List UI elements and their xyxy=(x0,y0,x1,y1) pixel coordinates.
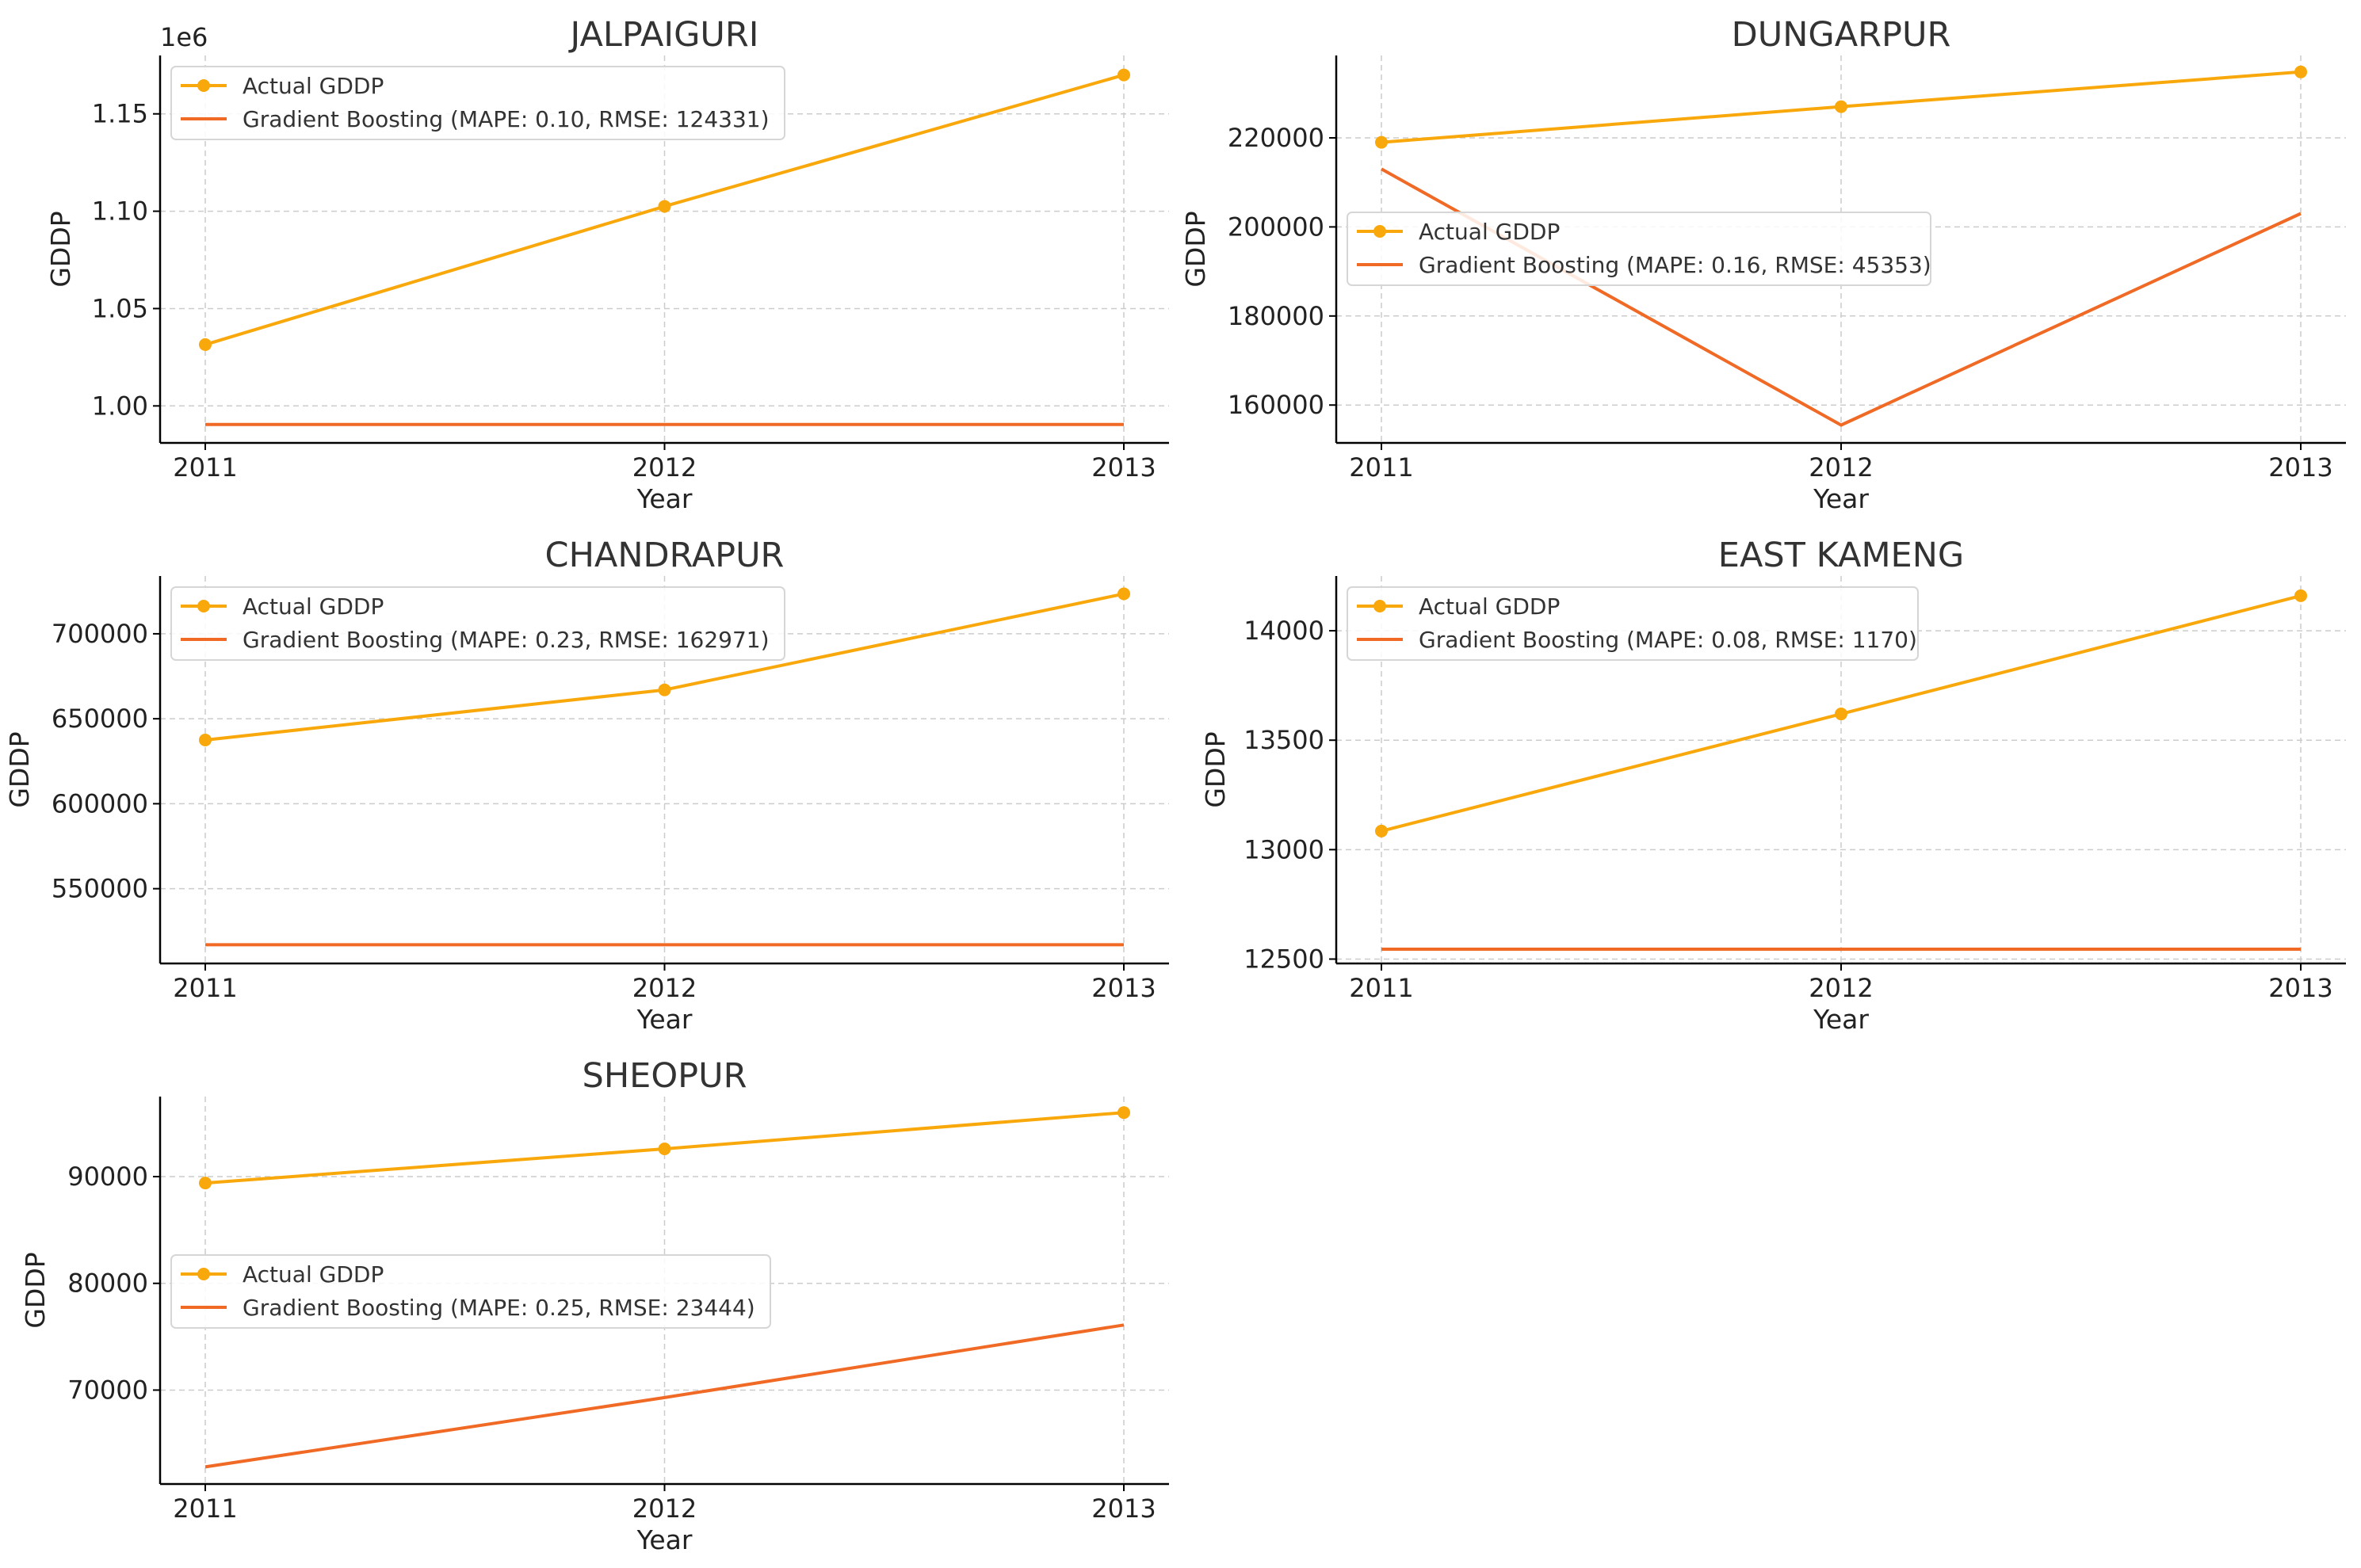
x-axis-label: Year xyxy=(636,483,693,514)
data-point-actual-gddp xyxy=(1835,708,1847,721)
legend-entry: Gradient Boosting (MAPE: 0.25, RMSE: 234… xyxy=(243,1295,755,1321)
legend-entry: Gradient Boosting (MAPE: 0.10, RMSE: 124… xyxy=(243,106,770,132)
subplot-jalpaiguri: 2011 2012 2013 1.00 1.05 1.10 1.15 1e6 JALPAIGUR… xyxy=(45,15,1169,514)
y-axis-label: GDDP xyxy=(4,731,35,807)
legend-entry: Actual GDDP xyxy=(1419,219,1560,245)
x-axis-label: Year xyxy=(636,1524,693,1555)
x-axis-label: Year xyxy=(1813,1004,1869,1035)
legend-marker xyxy=(1373,225,1386,238)
data-point-actual-gddp xyxy=(1375,135,1388,149)
data-point-actual-gddp xyxy=(658,200,671,213)
legend-marker xyxy=(1373,600,1386,612)
y-tick-label: 13000 xyxy=(1244,834,1324,864)
x-axis-label: Year xyxy=(1813,483,1869,514)
y-tick-label: 1.05 xyxy=(92,293,148,323)
y-tick-label: 1.00 xyxy=(92,391,148,421)
data-point-actual-gddp xyxy=(1835,100,1847,113)
y-tick-label: 550000 xyxy=(52,874,148,904)
data-point-actual-gddp xyxy=(1117,68,1130,82)
legend xyxy=(1347,586,1919,661)
y-tick-label: 180000 xyxy=(1228,301,1324,331)
y-tick-label: 700000 xyxy=(52,619,148,649)
x-tick-label: 2011 xyxy=(173,973,237,1003)
y-tick-label: 90000 xyxy=(67,1162,148,1192)
x-tick-label: 2012 xyxy=(1809,973,1873,1003)
legend-marker xyxy=(197,600,210,612)
subplot-dungarpur: 2011 2012 2013 160000 180000 200000 220000 DUNG… xyxy=(1180,15,2346,514)
x-axis-label: Year xyxy=(636,1004,693,1035)
subplot-chandrapur: 2011 2012 2013 550000 600000 650000 700000 CHAN… xyxy=(4,536,1169,1035)
subplot-sheopur: 2011 2012 2013 70000 80000 90000 SHEOPUR Year GD… xyxy=(20,1056,1169,1555)
series-line-gradient-boosting xyxy=(204,1323,1125,1469)
y-axis-label: GDDP xyxy=(20,1252,51,1328)
legend-entry: Actual GDDP xyxy=(243,1261,384,1288)
legend-entry: Gradient Boosting (MAPE: 0.08, RMSE: 117… xyxy=(1419,627,1917,653)
data-point-actual-gddp xyxy=(1375,824,1388,837)
y-offset-label: 1e6 xyxy=(160,22,208,52)
y-tick-label: 1.15 xyxy=(92,99,148,129)
y-tick-label: 160000 xyxy=(1228,390,1324,420)
legend xyxy=(1347,212,1931,286)
x-tick-label: 2011 xyxy=(1349,973,1413,1003)
legend-entry: Gradient Boosting (MAPE: 0.16, RMSE: 453… xyxy=(1419,252,1931,278)
legend-marker xyxy=(197,79,210,92)
x-tick-label: 2012 xyxy=(1809,452,1873,483)
y-axis-label: GDDP xyxy=(45,211,76,287)
legend-entry: Actual GDDP xyxy=(243,593,384,620)
legend xyxy=(170,1254,771,1329)
x-tick-label: 2012 xyxy=(632,1494,697,1524)
x-tick-label: 2011 xyxy=(173,1494,237,1524)
data-point-actual-gddp xyxy=(1117,1106,1130,1120)
y-tick-label: 12500 xyxy=(1244,944,1324,974)
data-point-actual-gddp xyxy=(199,733,212,746)
y-tick-label: 220000 xyxy=(1228,123,1324,153)
x-tick-label: 2012 xyxy=(632,452,697,483)
x-tick-label: 2011 xyxy=(1349,452,1413,483)
y-tick-label: 80000 xyxy=(67,1269,148,1299)
subplot-title: SHEOPUR xyxy=(583,1056,747,1096)
data-point-actual-gddp xyxy=(199,1177,212,1190)
legend-marker xyxy=(197,1268,210,1280)
data-point-actual-gddp xyxy=(658,1143,671,1156)
data-point-actual-gddp xyxy=(2294,65,2307,78)
data-point-actual-gddp xyxy=(1117,587,1130,601)
subplot-east-kameng: 2011 2012 2013 12500 13000 13500 14000 EAST KAM… xyxy=(1200,536,2346,1035)
x-tick-label: 2013 xyxy=(1091,1494,1156,1524)
y-tick-label: 13500 xyxy=(1244,725,1324,755)
x-tick-label: 2013 xyxy=(1091,452,1156,483)
x-tick-label: 2013 xyxy=(2268,973,2332,1003)
x-tick-label: 2013 xyxy=(1091,973,1156,1003)
legend-entry: Actual GDDP xyxy=(243,73,384,99)
y-tick-label: 70000 xyxy=(67,1375,148,1405)
y-tick-label: 1.10 xyxy=(92,196,148,227)
data-point-actual-gddp xyxy=(199,338,212,351)
x-tick-label: 2011 xyxy=(173,452,237,483)
y-tick-label: 200000 xyxy=(1228,212,1324,242)
legend-entry: Gradient Boosting (MAPE: 0.23, RMSE: 162… xyxy=(243,627,770,653)
legend-entry: Actual GDDP xyxy=(1419,593,1560,620)
data-point-actual-gddp xyxy=(2294,589,2307,602)
y-axis-label: GDDP xyxy=(1180,211,1211,287)
legend xyxy=(170,586,785,661)
x-tick-label: 2013 xyxy=(2268,452,2332,483)
data-point-actual-gddp xyxy=(658,683,671,696)
legend xyxy=(170,66,785,140)
y-axis-label: GDDP xyxy=(1200,731,1231,807)
subplot-title: JALPAIGURI xyxy=(568,15,759,55)
x-tick-label: 2012 xyxy=(632,973,697,1003)
subplot-title: EAST KAMENG xyxy=(1718,536,1964,575)
subplot-title: CHANDRAPUR xyxy=(545,536,785,575)
subplot-title: DUNGARPUR xyxy=(1732,15,1951,55)
y-tick-label: 14000 xyxy=(1244,616,1324,646)
y-tick-label: 600000 xyxy=(52,788,148,818)
y-tick-label: 650000 xyxy=(52,704,148,734)
